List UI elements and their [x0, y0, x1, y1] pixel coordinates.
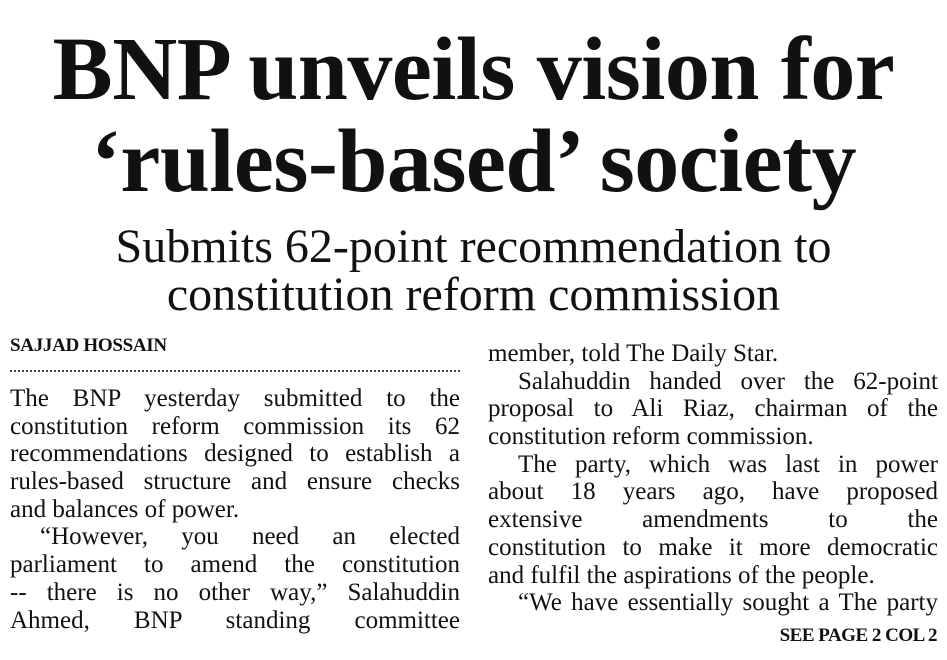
article-text-line: about 18 years ago, have proposed	[488, 478, 938, 506]
article-text-line: constitution reform commission.	[488, 423, 814, 451]
subheadline-line-1: Submits 62-point recommendation to	[115, 220, 832, 273]
article-text-line: “We have essentially sought a The party	[518, 589, 938, 617]
article-text-line: -- there is no other way,” Salahuddin	[10, 578, 460, 606]
article-text-line: The party, which was last in power	[518, 450, 938, 478]
headline-line-2: ‘rules-based’ society	[90, 112, 857, 211]
article-text-line: constitution reform commission its 62	[10, 412, 460, 440]
article-text-line: parliament to amend the constitution	[10, 551, 460, 579]
subheadline-line-2: constitution reform commission	[166, 268, 781, 321]
article-text-line: recommendations designed to establish a	[10, 440, 460, 468]
article-text-line: extensive amendments to the	[488, 506, 938, 534]
article-text-line: constitution to make it more democratic	[488, 533, 938, 561]
article-text-line: Salahuddin handed over the 62-point	[518, 367, 938, 395]
article-column-right: member, told The Daily Star. Salahuddin h…	[488, 340, 938, 617]
article-text-line: The BNP yesterday submitted to the	[10, 385, 460, 412]
byline-divider	[10, 370, 460, 372]
article-column-left: The BNP yesterday submitted to the consti…	[10, 385, 460, 634]
article-text-line: and fulfil the aspirations of the people…	[488, 561, 875, 589]
article-text-line: Ahmed, BNP standing committee	[10, 606, 460, 634]
article-text-line: and balances of power.	[10, 495, 240, 523]
byline: SAJJAD HOSSAIN	[10, 335, 167, 356]
continuation-jump-line: SEE PAGE 2 COL 2	[779, 625, 938, 646]
article-text-line: proposal to Ali Riaz, chairman of the	[488, 395, 938, 423]
headline-line-1: BNP unveils vision for	[52, 20, 895, 119]
article-text-line: “However, you need an elected	[40, 523, 460, 551]
article-text-line: rules-based structure and ensure checks	[10, 468, 460, 496]
article-text-line: member, told The Daily Star.	[488, 340, 779, 367]
